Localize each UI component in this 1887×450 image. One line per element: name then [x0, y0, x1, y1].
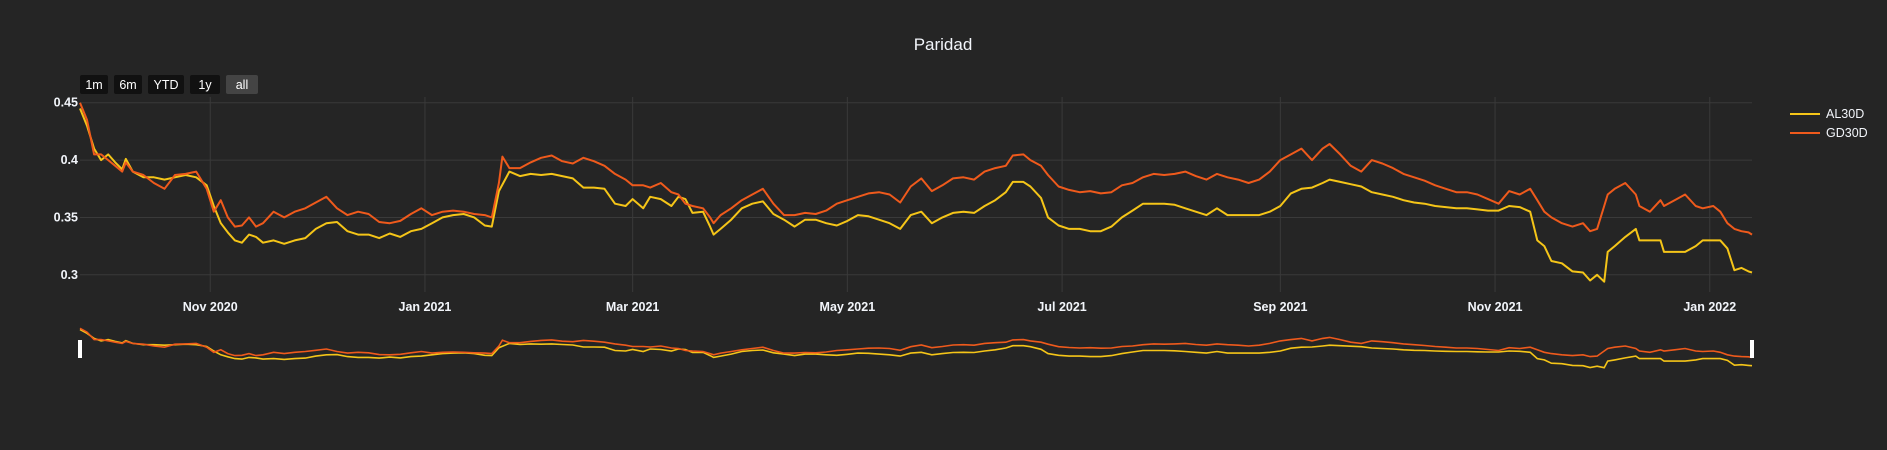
range-button-label: 6m — [119, 78, 136, 92]
x-tick-label: Nov 2021 — [1468, 300, 1523, 314]
plot-area[interactable] — [79, 102, 1753, 283]
y-tick-label: 0.4 — [61, 153, 78, 167]
range-button-bg — [148, 75, 184, 94]
range-selector[interactable]: 1m 6m YTD 1y all — [80, 75, 258, 94]
range-slider-line-al30d — [79, 328, 1753, 369]
x-tick-label: Sep 2021 — [1253, 300, 1307, 314]
range-button-all[interactable]: all — [226, 75, 258, 94]
legend[interactable]: AL30D GD30D — [1790, 107, 1868, 140]
range-button-bg — [190, 75, 220, 94]
range-button-label: 1m — [85, 78, 102, 92]
range-button-label: 1y — [198, 78, 212, 92]
range-slider[interactable] — [78, 327, 1754, 370]
y-axis-ticks: 0.3 0.35 0.4 0.45 — [54, 96, 78, 282]
chart-title: Paridad — [914, 35, 973, 54]
legend-item-gd30d[interactable]: GD30D — [1790, 126, 1868, 140]
x-tick-label: May 2021 — [820, 300, 876, 314]
range-button-bg — [114, 75, 142, 94]
range-slider-background — [80, 327, 1752, 370]
range-button-6m[interactable]: 6m — [114, 75, 142, 94]
range-button-bg — [80, 75, 108, 94]
x-tick-label: Nov 2020 — [183, 300, 238, 314]
range-slider-handle-left[interactable] — [78, 340, 82, 358]
y-tick-label: 0.35 — [54, 210, 78, 224]
range-button-1m[interactable]: 1m — [80, 75, 108, 94]
x-axis-ticks: Nov 2020 Jan 2021 Mar 2021 May 2021 Jul 2021… — [183, 300, 1736, 314]
series-line-gd30d[interactable] — [79, 102, 1753, 236]
range-slider-handle-right[interactable] — [1750, 340, 1754, 358]
range-button-bg — [226, 75, 258, 94]
legend-label: GD30D — [1826, 126, 1868, 140]
x-tick-label: Jan 2021 — [399, 300, 452, 314]
x-tick-label: Mar 2021 — [606, 300, 660, 314]
x-gridlines — [209, 97, 1711, 292]
range-button-label: YTD — [154, 78, 179, 92]
legend-item-al30d[interactable]: AL30D — [1790, 107, 1864, 121]
range-button-ytd[interactable]: YTD — [148, 75, 184, 94]
y-tick-label: 0.3 — [61, 268, 78, 282]
series-line-al30d[interactable] — [79, 108, 1753, 283]
y-gridlines — [80, 102, 1752, 276]
range-button-label: all — [236, 78, 249, 92]
range-slider-line-gd30d — [79, 327, 1753, 359]
y-tick-label: 0.45 — [54, 96, 78, 110]
range-button-1y[interactable]: 1y — [190, 75, 220, 94]
x-tick-label: Jul 2021 — [1037, 300, 1086, 314]
legend-label: AL30D — [1826, 107, 1864, 121]
x-tick-label: Jan 2022 — [1683, 300, 1736, 314]
